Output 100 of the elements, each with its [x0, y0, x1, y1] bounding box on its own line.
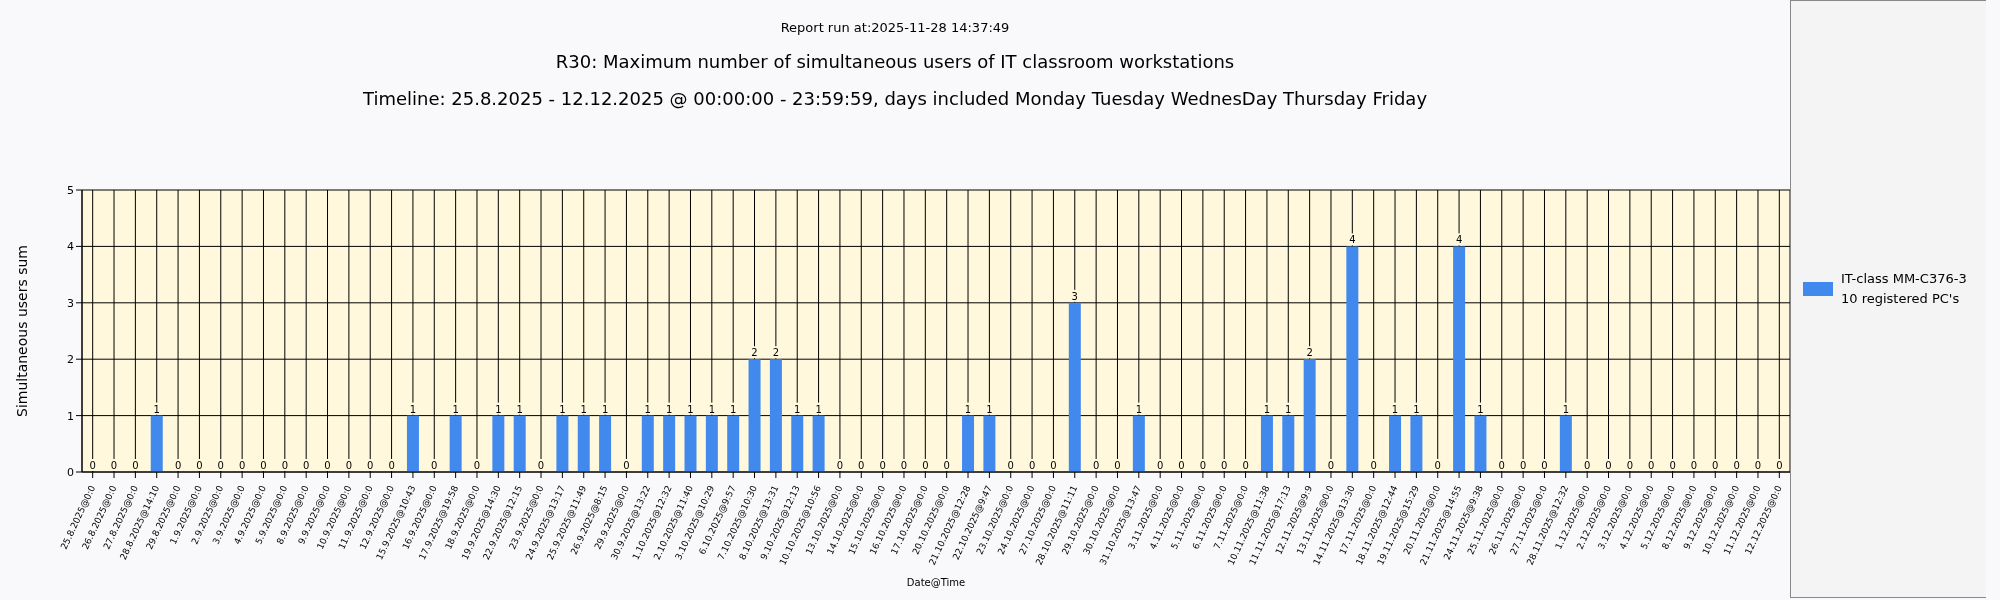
data-label: 1 — [580, 403, 587, 415]
chart-subtitle: Timeline: 25.8.2025 - 12.12.2025 @ 00:00:00 - 23:59:59, days included Monday Tuesday WednesDay Thursday Friday — [361, 88, 1429, 109]
data-label: 0 — [623, 460, 630, 471]
bar — [577, 415, 590, 472]
data-label: 0 — [858, 460, 865, 471]
data-label: 0 — [1327, 460, 1335, 471]
bar — [1068, 302, 1081, 472]
data-label: 0 — [89, 460, 96, 471]
y-axis-title: Simultaneous users sum — [13, 245, 30, 417]
data-label: 0 — [1178, 460, 1185, 471]
data-label: 1 — [516, 403, 523, 415]
data-label: 0 — [1605, 460, 1612, 471]
data-label: 1 — [708, 403, 716, 415]
bar — [1346, 246, 1359, 472]
data-label: 0 — [302, 460, 310, 471]
y-tick-label: 2 — [67, 353, 74, 367]
data-label: 1 — [601, 403, 609, 415]
bar — [748, 359, 761, 472]
bar — [599, 415, 612, 472]
data-label: 1 — [1391, 403, 1399, 415]
data-label: 1 — [1477, 403, 1484, 415]
data-label: 0 — [1519, 460, 1527, 471]
data-label: 0 — [1156, 460, 1164, 471]
data-label: 0 — [281, 460, 289, 471]
data-label: 0 — [196, 460, 203, 471]
data-label: 0 — [1690, 460, 1698, 471]
bar — [769, 359, 782, 472]
data-label: 0 — [1776, 460, 1783, 471]
data-label: 0 — [110, 460, 118, 471]
bar — [1303, 359, 1316, 472]
bar — [791, 415, 804, 472]
bar — [150, 415, 163, 472]
bar — [1132, 415, 1145, 472]
data-label: 1 — [559, 403, 566, 415]
data-label: 0 — [1648, 460, 1655, 471]
data-label: 4 — [1455, 234, 1463, 246]
data-label: 1 — [409, 403, 417, 415]
bar — [513, 415, 526, 472]
data-label: 0 — [367, 460, 374, 471]
data-label: 0 — [1541, 460, 1548, 471]
data-label: 0 — [1242, 460, 1249, 471]
data-label: 0 — [1092, 460, 1100, 471]
data-label: 0 — [1050, 460, 1057, 471]
data-label: 0 — [217, 460, 224, 471]
data-label: 0 — [1434, 460, 1441, 471]
bar — [983, 415, 996, 472]
y-tick-label: 0 — [67, 465, 74, 479]
data-label: 0 — [836, 460, 844, 471]
bar — [641, 415, 654, 472]
data-label: 1 — [452, 403, 459, 415]
bar — [449, 415, 462, 472]
data-label: 1 — [729, 403, 737, 415]
bar — [1410, 415, 1423, 472]
data-label: 0 — [1199, 460, 1207, 471]
y-tick-label: 1 — [67, 409, 74, 423]
data-label: 0 — [1583, 460, 1591, 471]
y-tick-label: 4 — [67, 240, 74, 254]
bar — [812, 415, 825, 472]
data-label: 1 — [495, 403, 502, 415]
bar — [684, 415, 697, 472]
data-label: 0 — [900, 460, 908, 471]
bar — [406, 415, 419, 472]
data-label: 0 — [537, 460, 545, 471]
data-label: 1 — [815, 403, 822, 415]
data-label: 3 — [1071, 290, 1078, 302]
data-label: 0 — [1712, 460, 1719, 471]
y-tick-label: 5 — [67, 183, 74, 197]
bar — [1389, 415, 1402, 472]
data-label: 0 — [260, 460, 267, 471]
data-label: 0 — [1498, 460, 1505, 471]
data-label: 0 — [1626, 460, 1634, 471]
data-label: 1 — [1263, 403, 1271, 415]
data-label: 1 — [1413, 403, 1420, 415]
data-label: 0 — [345, 460, 353, 471]
data-label: 0 — [238, 460, 246, 471]
data-label: 0 — [1733, 460, 1740, 471]
data-label: 1 — [665, 403, 673, 415]
data-label: 0 — [174, 460, 182, 471]
data-label: 1 — [687, 403, 694, 415]
data-label: 1 — [1135, 403, 1143, 415]
bar — [492, 415, 505, 472]
data-label: 1 — [153, 403, 160, 415]
data-label: 1 — [1285, 403, 1292, 415]
data-label: 0 — [132, 460, 139, 471]
data-label: 0 — [1028, 460, 1036, 471]
y-tick-label: 3 — [67, 296, 74, 310]
data-label: 1 — [794, 403, 801, 415]
data-label: 2 — [1306, 347, 1313, 359]
bar — [1282, 415, 1295, 472]
data-label: 4 — [1349, 234, 1356, 246]
x-axis-title: Date@Time — [906, 577, 966, 588]
data-label: 0 — [431, 460, 438, 471]
data-label: 1 — [1562, 403, 1570, 415]
bar — [962, 415, 975, 472]
data-label: 0 — [1754, 460, 1762, 471]
data-label: 1 — [986, 403, 993, 415]
data-label: 0 — [1370, 460, 1377, 471]
data-label: 1 — [644, 403, 651, 415]
data-label: 0 — [1669, 460, 1676, 471]
data-label: 0 — [1221, 460, 1228, 471]
